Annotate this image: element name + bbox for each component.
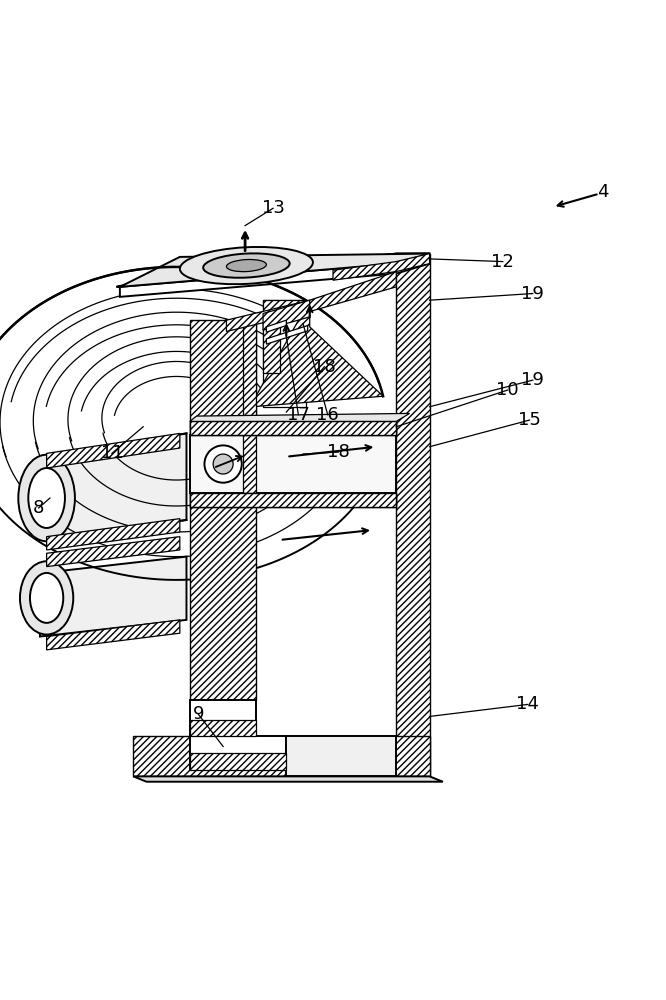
Text: 9: 9 — [192, 705, 204, 723]
Polygon shape — [190, 435, 396, 493]
Text: 4: 4 — [597, 183, 609, 201]
Polygon shape — [396, 254, 430, 776]
Polygon shape — [47, 433, 180, 468]
Polygon shape — [47, 620, 180, 650]
Polygon shape — [40, 433, 186, 540]
Ellipse shape — [226, 259, 266, 272]
Polygon shape — [190, 413, 410, 421]
Circle shape — [213, 454, 233, 474]
Polygon shape — [190, 700, 256, 736]
Polygon shape — [117, 254, 430, 287]
Polygon shape — [190, 421, 396, 435]
Text: 8: 8 — [33, 499, 45, 517]
Polygon shape — [226, 320, 256, 503]
Polygon shape — [250, 300, 383, 407]
Polygon shape — [47, 537, 180, 567]
Polygon shape — [286, 736, 396, 776]
Polygon shape — [226, 272, 396, 332]
Text: 17: 17 — [287, 406, 310, 424]
Text: 13: 13 — [262, 199, 284, 217]
Polygon shape — [263, 300, 306, 407]
Polygon shape — [190, 320, 256, 700]
Text: 15: 15 — [518, 411, 541, 429]
Ellipse shape — [28, 468, 65, 528]
Text: 12: 12 — [492, 253, 514, 271]
Text: 18: 18 — [327, 443, 350, 461]
Circle shape — [204, 445, 242, 483]
Polygon shape — [40, 557, 186, 637]
Polygon shape — [190, 493, 396, 507]
Text: 16: 16 — [316, 406, 339, 424]
Polygon shape — [120, 254, 430, 287]
Polygon shape — [263, 300, 310, 330]
Ellipse shape — [30, 573, 63, 623]
Polygon shape — [263, 300, 306, 317]
Text: 18: 18 — [313, 358, 336, 376]
Text: 14: 14 — [516, 695, 539, 713]
Polygon shape — [133, 736, 430, 776]
Text: 19: 19 — [521, 371, 544, 389]
Text: 10: 10 — [496, 381, 519, 399]
Polygon shape — [266, 326, 308, 344]
Polygon shape — [117, 254, 430, 287]
Polygon shape — [190, 753, 286, 770]
Polygon shape — [47, 519, 180, 550]
Polygon shape — [266, 320, 286, 332]
Ellipse shape — [203, 253, 290, 278]
Text: 11: 11 — [101, 444, 123, 462]
Polygon shape — [190, 720, 256, 736]
Polygon shape — [133, 776, 443, 782]
Ellipse shape — [180, 247, 313, 284]
Ellipse shape — [19, 455, 75, 541]
Polygon shape — [243, 320, 256, 503]
Polygon shape — [190, 421, 396, 435]
Text: 19: 19 — [521, 285, 544, 303]
Polygon shape — [120, 254, 430, 297]
Polygon shape — [333, 254, 430, 280]
Ellipse shape — [20, 561, 73, 635]
Polygon shape — [263, 320, 280, 373]
Polygon shape — [190, 493, 396, 507]
Polygon shape — [190, 736, 286, 770]
